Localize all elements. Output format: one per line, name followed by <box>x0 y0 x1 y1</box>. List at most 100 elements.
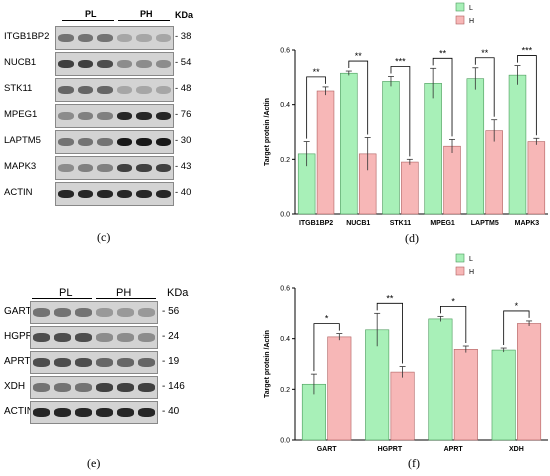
blot-band <box>96 358 113 367</box>
blot-band <box>97 33 113 43</box>
blot-kda-label: - 43 <box>175 161 192 172</box>
blot-band <box>77 59 93 69</box>
bar-h <box>453 349 478 441</box>
blot-strip <box>55 130 174 154</box>
significance-label: ** <box>439 48 447 58</box>
blot-band <box>136 33 152 43</box>
blot-kda-label: - 40 <box>175 187 192 198</box>
y-axis-label: Target protein /Actin <box>264 98 271 166</box>
blot-band <box>97 137 113 147</box>
blot-band <box>77 163 93 173</box>
significance-bracket <box>376 302 403 364</box>
bar-l <box>508 74 527 215</box>
group-label-pl: PL <box>85 9 97 19</box>
blot-kda-label: - 56 <box>162 305 180 317</box>
legend-swatch <box>455 253 465 263</box>
blot-band <box>136 163 152 173</box>
y-axis-label: Target protein /Actin <box>264 330 271 398</box>
blot-protein-label: HGPRT <box>4 330 39 342</box>
bar-l <box>365 329 390 441</box>
blot-band <box>97 163 113 173</box>
blot-protein-label: NUCB1 <box>4 57 37 68</box>
blot-protein-label: ACTIN <box>4 405 34 417</box>
y-tick-label: 0.0 <box>280 212 290 219</box>
blot-band <box>96 333 113 342</box>
blot-band <box>117 308 134 317</box>
blot-band <box>75 358 92 367</box>
blot-band <box>116 189 132 199</box>
kda-header: KDa <box>175 10 194 20</box>
bar-l <box>466 78 485 215</box>
blot-band <box>77 137 93 147</box>
blot-band <box>96 308 113 317</box>
significance-bracket <box>474 57 495 117</box>
bar-h <box>527 141 546 215</box>
group-line-pl <box>32 298 92 299</box>
legend-label: H <box>469 269 474 276</box>
blot-band <box>77 111 93 121</box>
blot-strip <box>55 156 174 180</box>
blot-band <box>58 33 74 43</box>
blot-protein-label: APRT <box>4 355 31 367</box>
blot-band <box>54 383 71 392</box>
category-label: ITGB1BP2 <box>299 220 333 227</box>
significance-bracket <box>503 310 530 346</box>
blot-band <box>33 383 50 392</box>
y-tick-label: 0.4 <box>280 102 290 109</box>
blot-band <box>155 189 171 199</box>
significance-bracket <box>313 323 340 372</box>
significance-bracket <box>390 66 411 157</box>
blot-band <box>58 111 74 121</box>
y-tick-label: 0.6 <box>280 286 290 293</box>
bar-h <box>485 130 503 215</box>
blot-kda-label: - 24 <box>162 330 180 342</box>
blot-strip <box>55 26 174 50</box>
blot-kda-label: - 40 <box>162 405 180 417</box>
blot-band <box>96 383 113 392</box>
blot-band <box>116 85 132 95</box>
significance-label: * <box>325 314 329 324</box>
blot-band <box>33 333 50 342</box>
category-label: MPEG1 <box>430 220 455 227</box>
blot-strip <box>30 301 158 324</box>
blot-band <box>155 33 171 43</box>
blot-band <box>97 189 113 199</box>
significance-bracket <box>306 76 326 139</box>
group-line-ph <box>118 20 170 21</box>
significance-bracket <box>432 57 453 137</box>
blot-band <box>136 137 152 147</box>
group-label-pl: PL <box>59 287 73 299</box>
blot-strip <box>55 52 174 76</box>
caption-e: (e) <box>87 456 101 470</box>
blot-protein-label: MPEG1 <box>4 109 38 120</box>
bar-h <box>316 90 335 215</box>
caption-d: (d) <box>405 231 419 245</box>
significance-bracket <box>517 55 537 136</box>
blot-band <box>97 111 113 121</box>
bar-l <box>491 349 516 441</box>
legend-swatch <box>455 266 465 276</box>
kda-header: KDa <box>167 287 189 299</box>
blot-strip <box>55 182 174 206</box>
significance-label: *** <box>522 46 533 56</box>
bar-h <box>517 323 542 441</box>
blot-band <box>54 408 71 417</box>
bar-l <box>424 83 442 215</box>
blot-band <box>58 59 74 69</box>
blot-strip <box>55 78 174 102</box>
bar-h <box>327 336 352 441</box>
bar-h <box>401 161 419 215</box>
bar-l <box>340 72 358 215</box>
blot-band <box>117 358 134 367</box>
blot-band <box>75 408 92 417</box>
blot-protein-label: ACTIN <box>4 187 33 198</box>
blot-kda-label: - 48 <box>175 83 192 94</box>
blot-strip <box>30 376 158 399</box>
blot-band <box>75 383 92 392</box>
y-tick-label: 0.2 <box>280 387 290 394</box>
group-label-ph: PH <box>140 9 153 19</box>
blot-protein-label: ITGB1BP2 <box>4 31 50 42</box>
blot-band <box>136 111 152 121</box>
category-label: XDH <box>509 446 524 453</box>
blot-band <box>75 333 92 342</box>
